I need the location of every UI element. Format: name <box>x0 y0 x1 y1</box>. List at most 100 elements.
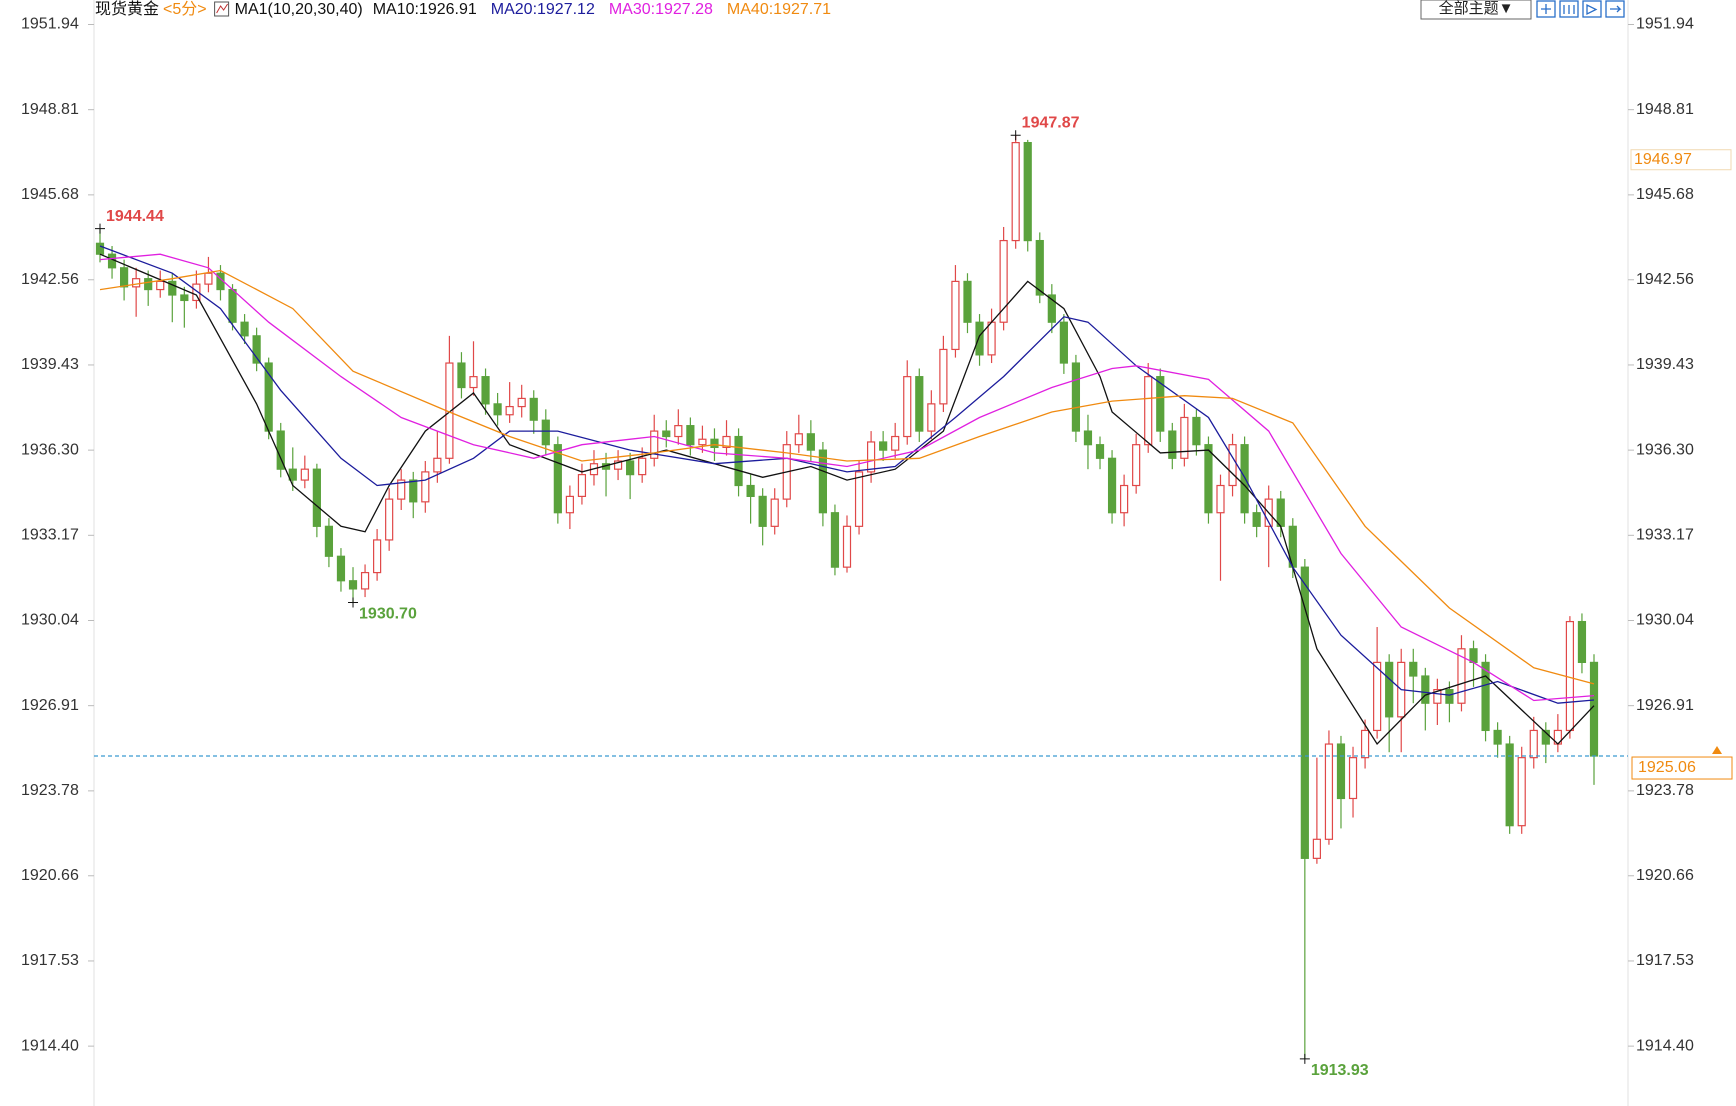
candle-body <box>252 335 261 364</box>
candle-body <box>903 376 912 438</box>
legend-entry: MA30:1927.28 <box>609 1 713 18</box>
candle-body <box>698 438 707 446</box>
candle-body <box>529 397 538 421</box>
candle-body <box>505 405 514 416</box>
y2-tick-label: 1942.56 <box>1636 271 1694 288</box>
candle-body <box>1035 239 1044 296</box>
indicator-name: MA1(10,20,30,40) <box>235 1 363 18</box>
candle-body <box>1011 142 1020 242</box>
extreme-marker <box>1299 1053 1310 1064</box>
candle-body <box>1107 457 1117 514</box>
candle-body <box>493 403 502 416</box>
candle-body <box>1505 743 1514 827</box>
candle-body <box>1517 757 1526 827</box>
candle-body <box>156 280 165 291</box>
y-tick-label: 1942.56 <box>21 271 79 288</box>
candle-body <box>1192 416 1201 446</box>
y2-tick-label: 1920.66 <box>1636 867 1694 884</box>
candle-body <box>758 495 767 527</box>
ma-line <box>99 269 1595 685</box>
candle-body <box>324 525 334 557</box>
y-tick-label: 1933.17 <box>21 527 79 544</box>
y2-tick-label: 1926.91 <box>1636 697 1694 714</box>
tool-icon[interactable] <box>1605 0 1625 18</box>
tool-icon[interactable] <box>1559 0 1579 18</box>
extreme-label: 1944.44 <box>106 208 164 225</box>
candle-body <box>951 280 960 351</box>
candle-body <box>1457 648 1466 704</box>
candle-body <box>1023 142 1032 242</box>
candle-body <box>204 272 213 285</box>
candle-body <box>1409 661 1418 677</box>
header: 现货黄金 <5分> MA1(10,20,30,40) MA10:1926.91 MA20… <box>95 0 831 18</box>
legend-entry: MA40:1927.71 <box>727 1 831 18</box>
candle-body <box>312 468 321 527</box>
y2-tick-label: 1933.17 <box>1636 527 1694 544</box>
candle-body <box>1529 729 1538 759</box>
candle-body <box>1360 729 1370 759</box>
candle-body <box>854 471 864 527</box>
candle-body <box>1541 729 1550 745</box>
y2-tick-label: 1930.04 <box>1636 612 1694 629</box>
y-tick-label: 1936.30 <box>21 441 79 458</box>
candle-body <box>1276 498 1285 527</box>
tool-icon[interactable] <box>1536 0 1556 18</box>
candle-body <box>1577 620 1587 664</box>
y-tick-label: 1930.04 <box>21 612 79 629</box>
ma-line <box>99 253 1595 702</box>
candle-body <box>95 242 105 255</box>
candle-body <box>481 376 490 405</box>
candle-body <box>360 571 370 590</box>
y2-tick-label: 1917.53 <box>1636 952 1694 969</box>
y-tick-label: 1945.68 <box>21 186 79 203</box>
candle-body <box>674 425 683 438</box>
candle-body <box>1469 648 1478 664</box>
toolbar <box>1536 0 1625 18</box>
y2-tick-label: 1948.81 <box>1636 101 1694 118</box>
extreme-marker <box>1010 130 1021 141</box>
candle-body <box>1216 484 1225 514</box>
candle-body <box>613 460 623 470</box>
candle-body <box>348 580 358 590</box>
extreme-label: 1930.70 <box>359 606 417 623</box>
candle-body <box>866 441 876 473</box>
candle-body <box>891 435 900 451</box>
candle-body <box>915 376 924 432</box>
candle-body <box>541 419 550 446</box>
candle-body <box>300 468 309 481</box>
candle-body <box>288 468 297 481</box>
theme-button-label[interactable]: 全部主题▼ <box>1439 0 1514 17</box>
candle-body <box>1252 512 1261 527</box>
extreme-label: 1947.87 <box>1022 114 1080 131</box>
y-tick-label: 1917.53 <box>21 952 79 969</box>
candle-body <box>722 435 731 449</box>
candle-body <box>373 539 382 574</box>
candle-body <box>553 444 562 514</box>
candle-body <box>132 278 141 288</box>
theme-button[interactable] <box>1420 0 1532 20</box>
candle-body <box>469 376 478 389</box>
last-price-label: 1925.06 <box>1638 759 1696 776</box>
candle-body <box>517 397 526 408</box>
candle-body <box>710 438 719 449</box>
candle-body <box>638 457 647 476</box>
candle-body <box>1180 416 1189 459</box>
y-tick-label: 1948.81 <box>21 101 79 118</box>
candle-body <box>987 321 996 356</box>
ma-line <box>99 245 1595 704</box>
candle-body <box>577 474 587 497</box>
price-marker-label: 1946.97 <box>1634 151 1692 168</box>
candle-body <box>1421 675 1430 704</box>
candle-body <box>650 430 659 459</box>
candle-body <box>1132 444 1141 487</box>
legend-entry: MA10:1926.91 <box>373 1 477 18</box>
candle-body <box>1059 321 1068 364</box>
candle-body <box>1047 294 1056 323</box>
tool-icon[interactable] <box>1582 0 1602 18</box>
candle-body <box>927 403 936 432</box>
candle-body <box>1120 484 1129 514</box>
candle-body <box>1156 376 1165 432</box>
candle-body <box>1565 620 1575 732</box>
